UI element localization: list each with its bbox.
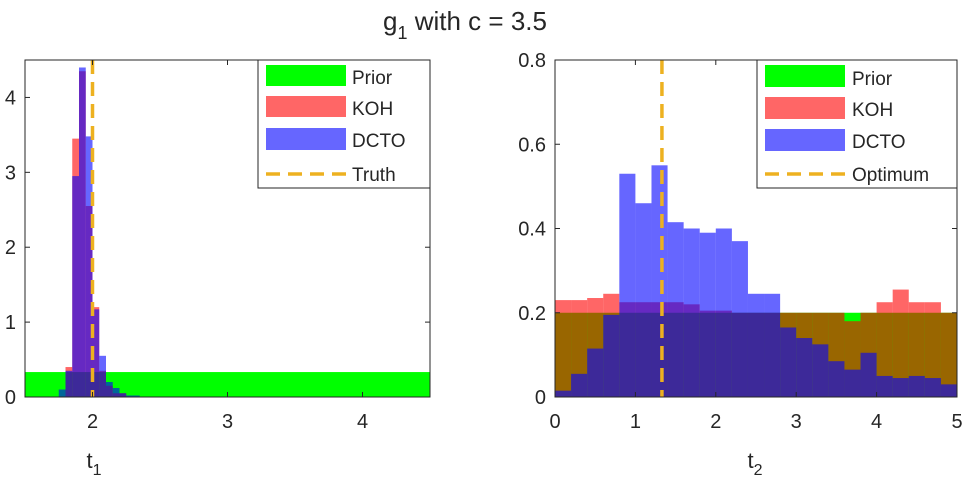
koh-bar-23 bbox=[924, 302, 941, 397]
chart-t2-histogram: 0 1 2 3 4 500.20.40.60.8 t2 Prior KOH DCTO Op… bbox=[518, 50, 962, 479]
dcto-bar-22 bbox=[908, 375, 925, 397]
x-tick-label: 3 bbox=[222, 411, 233, 433]
dcto-bar-8 bbox=[106, 382, 113, 397]
histogram-bars bbox=[555, 165, 957, 397]
legend-label-koh: KOH bbox=[352, 99, 393, 120]
x-tick-label: 2 bbox=[710, 411, 721, 433]
y-tick-label: 1 bbox=[5, 312, 16, 334]
title-subscript: 1 bbox=[397, 23, 407, 43]
y-tick-label: 0 bbox=[5, 387, 16, 409]
y-tick-label: 3 bbox=[5, 162, 16, 184]
x-axis-label: t2 bbox=[747, 448, 762, 479]
dcto-bar-19 bbox=[860, 352, 877, 397]
dcto-bar-10 bbox=[119, 393, 127, 397]
dcto-bar-3 bbox=[603, 314, 620, 397]
x-tick-label: 1 bbox=[630, 411, 641, 433]
title-rest: with c = 3.5 bbox=[408, 6, 547, 36]
dcto-bar-8 bbox=[683, 228, 700, 397]
dcto-bar-12 bbox=[747, 293, 765, 397]
dcto-bar-9 bbox=[112, 388, 120, 397]
x-axis-label: t1 bbox=[86, 448, 101, 479]
legend-label-optimum: Optimum bbox=[852, 165, 929, 186]
dcto-bar-6 bbox=[92, 309, 100, 397]
legend-label-prior: Prior bbox=[852, 69, 893, 90]
x-tick-label: 5 bbox=[951, 411, 962, 433]
dcto-bar-1 bbox=[571, 373, 588, 397]
y-tick-label: 4 bbox=[5, 87, 16, 109]
dcto-bar-11 bbox=[731, 241, 748, 397]
legend-swatch-dcto bbox=[765, 129, 845, 151]
dcto-bar-0 bbox=[555, 390, 572, 397]
dcto-bar-5 bbox=[85, 136, 93, 397]
legend-label-truth: Truth bbox=[352, 165, 396, 186]
koh-bar-20 bbox=[876, 302, 893, 397]
dcto-bar-21 bbox=[892, 378, 909, 397]
y-tick-label: 0.8 bbox=[518, 50, 546, 72]
dcto-bar-12 bbox=[133, 395, 140, 397]
koh-bar-24 bbox=[940, 312, 957, 397]
dcto-bar-16 bbox=[812, 344, 829, 397]
y-tick-label: 2 bbox=[5, 237, 16, 259]
dcto-bar-5 bbox=[635, 203, 652, 397]
x-tick-label: 4 bbox=[871, 411, 882, 433]
x-tick-label: 4 bbox=[357, 411, 368, 433]
dcto-bar-1 bbox=[58, 389, 66, 397]
dcto-bar-14 bbox=[780, 327, 797, 397]
legend-swatch-koh bbox=[765, 97, 845, 119]
y-tick-label: 0.6 bbox=[518, 134, 546, 156]
dcto-bar-3 bbox=[72, 176, 79, 397]
legend-label-koh: KOH bbox=[852, 100, 893, 121]
dcto-bar-7 bbox=[99, 355, 106, 397]
dcto-bar-24 bbox=[940, 384, 957, 397]
dcto-bar-4 bbox=[619, 173, 636, 397]
y-tick-label: 0.4 bbox=[518, 219, 546, 241]
legend-swatch-dcto bbox=[266, 128, 346, 150]
dcto-bar-18 bbox=[844, 369, 861, 397]
legend-label-prior: Prior bbox=[352, 68, 393, 89]
figure-title: g1 with c = 3.5 bbox=[383, 6, 547, 43]
legend-label-dcto: DCTO bbox=[352, 131, 405, 152]
axis-ticks: 2 3 4 0 1 2 3 4 bbox=[5, 60, 430, 433]
dcto-bar-2 bbox=[587, 348, 604, 397]
y-tick-label: 0 bbox=[535, 387, 546, 409]
x-axis-label-subscript: 2 bbox=[754, 462, 763, 479]
axis-ticks: 0 1 2 3 4 5 0 0.2 0.4 0.6 0.8 bbox=[518, 50, 962, 433]
dcto-bar-4 bbox=[79, 67, 86, 398]
dcto-bar-11 bbox=[126, 395, 133, 397]
x-axis-label-subscript: 1 bbox=[93, 462, 102, 479]
dcto-bar-10 bbox=[715, 228, 732, 397]
dcto-bar-6 bbox=[651, 165, 668, 397]
dcto-bar-20 bbox=[876, 375, 893, 397]
dcto-bar-15 bbox=[796, 338, 813, 397]
dcto-bar-2 bbox=[65, 370, 73, 397]
x-axis-label-main: t bbox=[86, 448, 92, 473]
koh-bar-22 bbox=[908, 302, 925, 397]
dcto-bar-9 bbox=[699, 232, 716, 397]
x-tick-label: 2 bbox=[87, 411, 98, 433]
y-tick-label: 0.2 bbox=[518, 303, 546, 325]
x-tick-label: 0 bbox=[549, 411, 560, 433]
title-main: g bbox=[383, 6, 397, 36]
koh-bar-0 bbox=[555, 300, 572, 397]
dcto-bar-23 bbox=[924, 378, 941, 397]
koh-bar-1 bbox=[571, 300, 588, 397]
koh-bar-21 bbox=[892, 289, 909, 397]
x-axis-label-main: t bbox=[747, 448, 753, 473]
dcto-bar-17 bbox=[828, 361, 845, 397]
legend: Prior KOH DCTO Optimum bbox=[756, 59, 958, 189]
x-tick-label: 3 bbox=[791, 411, 802, 433]
legend: Prior KOH DCTO Truth bbox=[257, 59, 431, 189]
legend-label-dcto: DCTO bbox=[852, 132, 905, 153]
dcto-bar-13 bbox=[764, 293, 781, 397]
legend-swatch-prior bbox=[765, 65, 845, 87]
legend-swatch-prior bbox=[266, 65, 346, 86]
dcto-bar-7 bbox=[667, 222, 684, 397]
legend-swatch-koh bbox=[266, 96, 346, 117]
